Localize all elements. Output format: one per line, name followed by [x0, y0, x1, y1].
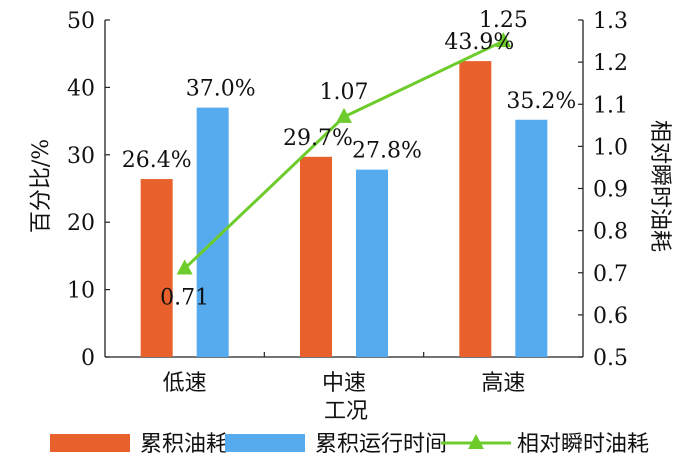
fuel-rate-line [183, 39, 504, 270]
x-tick-label: 中速 [322, 371, 366, 396]
legend-label-running-time: 累积运行时间 [315, 432, 447, 457]
y2-tick-label: 0.6 [593, 304, 628, 329]
bar-running-time [356, 169, 388, 357]
line-layer [176, 32, 512, 275]
bar-value-label: 37.0% [186, 77, 256, 102]
axes: 0 10 20 30 40 50 0.5 0.6 0.7 0.8 0.9 1.0 1.1 1.2 1.3 低速… [67, 9, 628, 396]
bar-value-label: 35.2% [506, 89, 576, 114]
fuel-rate-point [495, 32, 512, 48]
x-tick-label: 低速 [163, 371, 207, 396]
data-labels: 26.4% 29.7% 43.9% 37.0% 27.8% 35.2% 0.71 1.07 1.… [122, 8, 577, 310]
legend-marker-fuel-rate [468, 434, 484, 449]
y2-tick-label: 1.0 [593, 135, 628, 160]
y2-tick-label: 1.1 [593, 93, 628, 118]
bar-fuel-consumption [140, 179, 173, 357]
y-tick-label: 10 [67, 279, 95, 304]
bar-running-time [515, 119, 548, 357]
legend-swatch-running-time [225, 434, 305, 452]
fuel-rate-point [176, 259, 193, 275]
line-value-label: 0.71 [160, 286, 209, 311]
y2-tick-label: 0.8 [593, 220, 628, 245]
y2-tick-label: 0.9 [593, 178, 628, 203]
y-tick-label: 50 [67, 9, 95, 34]
y2-tick-label: 1.2 [593, 51, 628, 76]
legend-label-fuel-consumption: 累积油耗 [140, 432, 228, 457]
legend: 累积油耗 累积运行时间 相对瞬时油耗 [50, 432, 649, 457]
bar-value-label: 43.9% [444, 30, 514, 55]
bars [140, 61, 548, 358]
legend-label-fuel-rate: 相对瞬时油耗 [517, 432, 649, 457]
bar-fuel-consumption [459, 61, 492, 357]
x-axis-title: 工况 [324, 399, 368, 424]
y2-axis-title: 相对瞬时油耗 [647, 120, 672, 252]
bar-fuel-consumption [300, 156, 332, 357]
x-tick-label: 高速 [481, 371, 525, 396]
y2-tick-label: 0.7 [593, 262, 628, 287]
fuel-rate-point [336, 107, 352, 123]
bar-value-label: 27.8% [352, 139, 422, 164]
bar-value-label: 29.7% [283, 126, 353, 151]
y-tick-label: 30 [67, 144, 95, 169]
line-value-label: 1.25 [479, 8, 528, 33]
y2-tick-label: 0.5 [593, 346, 628, 371]
bar-value-label: 26.4% [122, 148, 192, 173]
legend-swatch-fuel-consumption [50, 434, 130, 452]
y-tick-label: 40 [67, 76, 95, 101]
y2-tick-label: 1.3 [593, 9, 628, 34]
y-tick-label: 0 [81, 346, 95, 371]
y-axis-title: 百分比/% [29, 139, 54, 233]
line-value-label: 1.07 [320, 80, 369, 105]
y-tick-label: 20 [67, 211, 95, 236]
